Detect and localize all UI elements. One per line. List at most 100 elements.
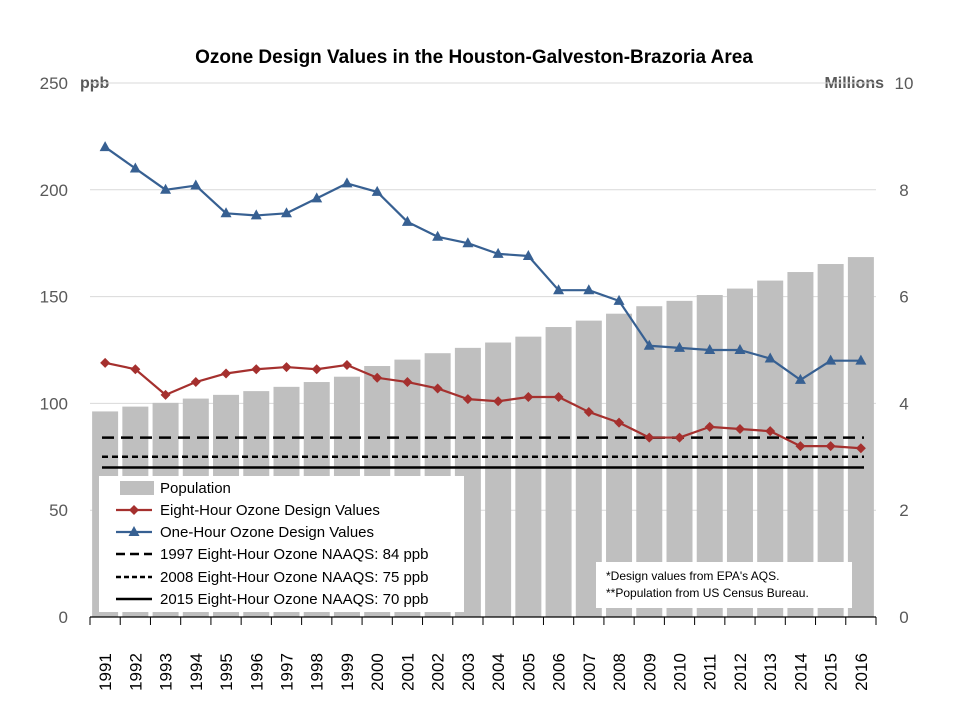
x-tick-label: 2010 — [671, 653, 690, 691]
eight-hour-point — [432, 383, 443, 394]
eight-hour-point — [825, 441, 836, 452]
axes: 0 50 100 150 200 250 0 2 4 6 8 10 1991 1992 1993 1994 19… — [40, 74, 914, 691]
one-hour-point — [825, 354, 837, 365]
legend: Population Eight-Hour Ozone Design Values… — [99, 476, 464, 612]
one-hour-point — [220, 207, 232, 218]
series-line — [104, 146, 861, 382]
eight-hour-point — [704, 421, 715, 432]
right-tick-label: 4 — [899, 394, 908, 413]
one-hour-point — [462, 237, 474, 248]
eight-hour-point — [100, 357, 111, 368]
note-line: *Design values from EPA's AQS. — [606, 569, 779, 583]
left-tick-label: 150 — [40, 288, 68, 307]
legend-label: One-Hour Ozone Design Values — [160, 524, 374, 541]
right-tick-label: 0 — [899, 608, 908, 627]
x-tick-label: 2003 — [459, 653, 478, 691]
eight-hour-point — [734, 424, 745, 435]
x-tick-label: 2005 — [519, 653, 538, 691]
eight-hour-point — [523, 391, 534, 402]
eight-hour-point — [614, 417, 625, 428]
left-tick-label: 200 — [40, 181, 68, 200]
eight-hour-point — [795, 441, 806, 452]
one-hour-point — [553, 284, 565, 295]
x-tick-label: 2002 — [429, 653, 448, 691]
legend-marker — [128, 526, 140, 536]
legend-label: Eight-Hour Ozone Design Values — [160, 502, 380, 519]
population-bar — [485, 342, 512, 617]
x-tick-label: 2015 — [822, 653, 841, 691]
eight-hour-point — [251, 364, 262, 375]
one-hour-point — [190, 179, 202, 190]
eight-hour-point — [311, 364, 322, 375]
x-tick-label: 2014 — [791, 653, 810, 691]
eight-hour-point — [372, 372, 383, 383]
x-tick-label: 2011 — [701, 654, 720, 691]
eight-hour-point — [160, 389, 171, 400]
eight-hour-point — [281, 362, 292, 373]
x-tick-label: 1995 — [217, 653, 236, 691]
x-tick-label: 2006 — [550, 653, 569, 691]
left-tick-label: 100 — [40, 394, 68, 413]
eight-hour-point — [130, 364, 141, 375]
one-hour-point — [764, 352, 776, 363]
one-hour-point — [583, 284, 595, 295]
x-tick-label: 2000 — [368, 653, 387, 691]
one-hour-point — [129, 162, 141, 173]
population-bar — [545, 327, 572, 617]
one-hour-point — [341, 177, 353, 188]
eight-hour-point — [855, 443, 866, 454]
left-tick-label: 0 — [59, 608, 68, 627]
x-tick-label: 1992 — [126, 653, 145, 691]
legend-swatch-population — [120, 481, 154, 495]
eight-hour-point — [583, 406, 594, 417]
one-hour-point — [734, 344, 746, 354]
right-tick-label: 6 — [899, 288, 908, 307]
right-tick-label: 8 — [899, 181, 908, 200]
series-line — [104, 361, 861, 450]
ozone-series — [99, 141, 867, 454]
x-tick-label: 2016 — [852, 653, 871, 691]
eight-hour-point — [221, 368, 232, 379]
x-tick-label: 1991 — [96, 653, 115, 691]
one-hour-point — [794, 373, 806, 384]
one-hour-point — [160, 183, 172, 194]
right-tick-label: 10 — [895, 74, 914, 93]
population-bar — [515, 336, 542, 617]
legend-box — [99, 476, 464, 612]
one-hour-point — [613, 294, 625, 305]
one-hour-point — [401, 215, 413, 226]
population-bar — [817, 264, 844, 617]
x-tick-label: 2008 — [610, 653, 629, 691]
left-tick-label: 250 — [40, 74, 68, 93]
x-tick-label: 2013 — [761, 653, 780, 691]
notes-background — [596, 562, 852, 608]
eight-hour-point — [462, 394, 473, 405]
note-line: **Population from US Census Bureau. — [606, 586, 809, 600]
x-tick-label: 1994 — [187, 653, 206, 691]
x-tick-label: 1999 — [338, 653, 357, 691]
eight-hour-point — [493, 396, 504, 407]
legend-marker — [129, 505, 139, 515]
one-hour-point — [311, 192, 323, 203]
one-hour-point — [492, 247, 504, 258]
one-hour-point — [371, 185, 383, 196]
notes-box: *Design values from EPA's AQS. **Populati… — [596, 562, 852, 608]
x-tick-label: 2012 — [731, 653, 750, 691]
x-tick-label: 1993 — [157, 653, 176, 691]
one-hour-point — [674, 341, 685, 352]
eight-hour-point — [765, 426, 776, 437]
eight-hour-point — [674, 432, 685, 443]
eight-hour-point — [402, 377, 413, 388]
legend-label: Population — [160, 480, 231, 497]
x-tick-label: 1998 — [308, 653, 327, 691]
x-tick-label: 1997 — [278, 653, 297, 691]
one-hour-point — [855, 354, 867, 365]
one-hour-point — [704, 344, 716, 354]
x-tick-label: 2009 — [640, 653, 659, 691]
x-tick-label: 2007 — [580, 653, 599, 691]
eight-hour-point — [644, 432, 655, 443]
x-tick-label: 2001 — [398, 653, 417, 691]
one-hour-point — [281, 207, 292, 218]
one-hour-point — [99, 141, 111, 152]
